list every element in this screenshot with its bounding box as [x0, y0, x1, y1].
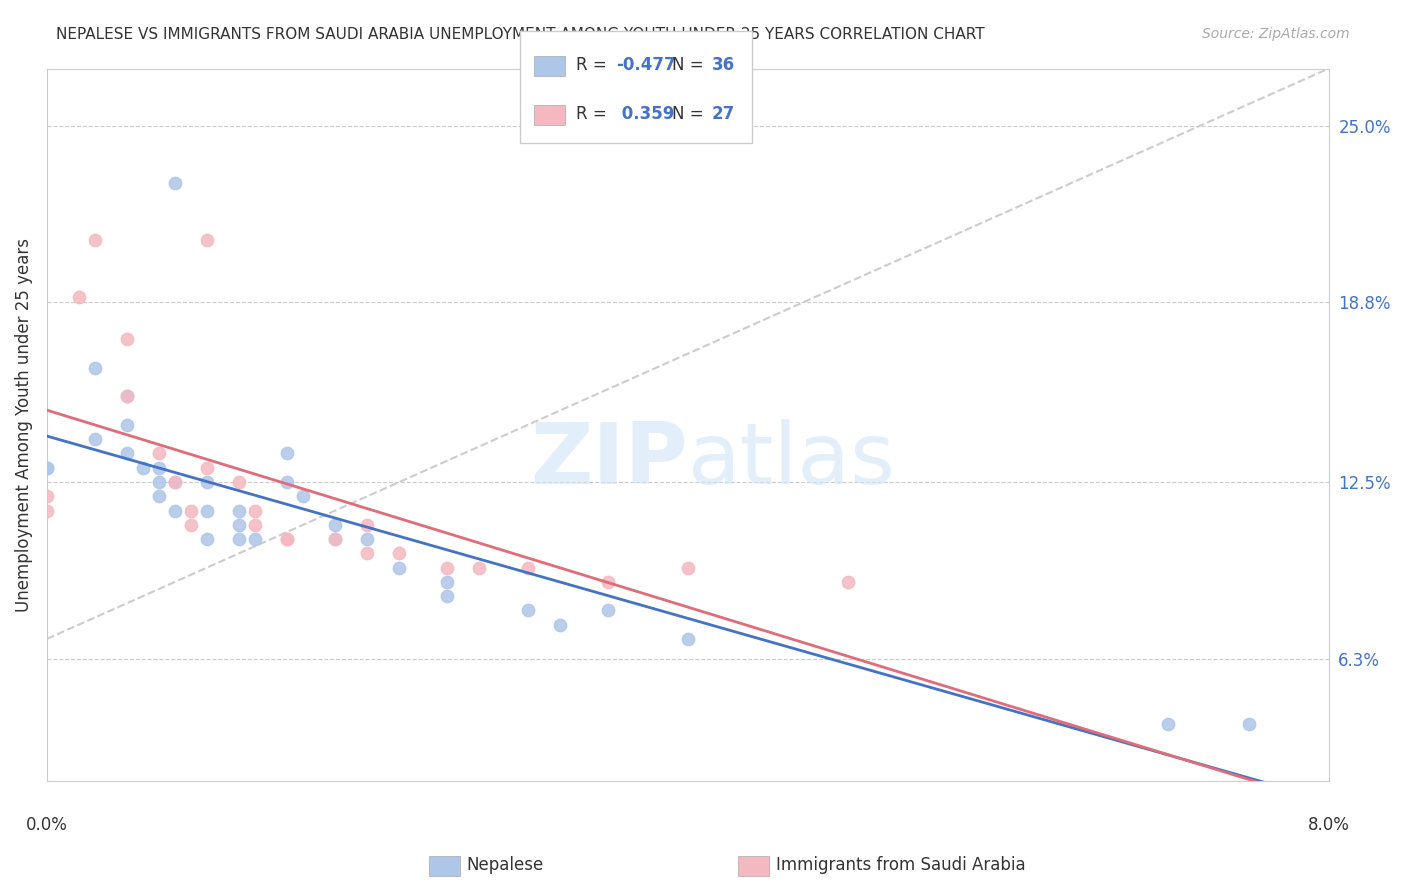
Point	[84, 233, 107, 247]
Point	[67, 290, 90, 304]
Point	[195, 460, 218, 475]
Point	[468, 560, 491, 574]
Point	[243, 503, 266, 517]
Point	[180, 517, 202, 532]
Text: 0.0%: 0.0%	[25, 815, 67, 834]
Text: R =: R =	[576, 56, 613, 74]
Point	[228, 532, 250, 546]
Text: Immigrants from Saudi Arabia: Immigrants from Saudi Arabia	[776, 856, 1026, 874]
Point	[243, 532, 266, 546]
Point	[356, 546, 378, 560]
Point	[436, 589, 458, 603]
Point	[165, 475, 187, 489]
Text: 36: 36	[711, 56, 734, 74]
Point	[148, 489, 170, 503]
Point	[115, 389, 138, 403]
Point	[35, 503, 58, 517]
Point	[195, 503, 218, 517]
Point	[323, 517, 346, 532]
Point	[676, 560, 699, 574]
Point	[132, 460, 155, 475]
Point	[548, 617, 571, 632]
Point	[356, 532, 378, 546]
Point	[596, 603, 619, 617]
Point	[837, 574, 859, 589]
Text: -0.477: -0.477	[616, 56, 675, 74]
Point	[292, 489, 315, 503]
Text: Source: ZipAtlas.com: Source: ZipAtlas.com	[1202, 27, 1350, 41]
Point	[516, 560, 538, 574]
Point	[195, 475, 218, 489]
Text: Nepalese: Nepalese	[467, 856, 544, 874]
Text: N =: N =	[672, 56, 709, 74]
Point	[323, 532, 346, 546]
Point	[388, 560, 411, 574]
Text: atlas: atlas	[688, 419, 896, 502]
Point	[356, 517, 378, 532]
Point	[84, 432, 107, 446]
Point	[276, 532, 298, 546]
Point	[35, 460, 58, 475]
Point	[516, 603, 538, 617]
Point	[35, 489, 58, 503]
Text: NEPALESE VS IMMIGRANTS FROM SAUDI ARABIA UNEMPLOYMENT AMONG YOUTH UNDER 25 YEARS: NEPALESE VS IMMIGRANTS FROM SAUDI ARABIA…	[56, 27, 984, 42]
Point	[1157, 717, 1180, 731]
Point	[115, 333, 138, 347]
Point	[115, 389, 138, 403]
Point	[436, 560, 458, 574]
Point	[243, 517, 266, 532]
Point	[84, 360, 107, 375]
Point	[276, 532, 298, 546]
Point	[165, 176, 187, 190]
Point	[165, 503, 187, 517]
Point	[676, 632, 699, 646]
Point	[228, 517, 250, 532]
Text: 27: 27	[711, 105, 735, 123]
Point	[228, 475, 250, 489]
Point	[228, 503, 250, 517]
Point	[165, 475, 187, 489]
Point	[276, 446, 298, 460]
Point	[388, 546, 411, 560]
Point	[276, 475, 298, 489]
Text: 0.359: 0.359	[616, 105, 675, 123]
Point	[115, 446, 138, 460]
Point	[148, 446, 170, 460]
Point	[148, 460, 170, 475]
Text: 8.0%: 8.0%	[1308, 815, 1350, 834]
Point	[115, 417, 138, 432]
Point	[596, 574, 619, 589]
Y-axis label: Unemployment Among Youth under 25 years: Unemployment Among Youth under 25 years	[15, 238, 32, 612]
Point	[195, 532, 218, 546]
Text: R =: R =	[576, 105, 613, 123]
Point	[1237, 717, 1260, 731]
Point	[436, 574, 458, 589]
Point	[195, 233, 218, 247]
Point	[35, 460, 58, 475]
Text: N =: N =	[672, 105, 709, 123]
Point	[180, 503, 202, 517]
Point	[323, 532, 346, 546]
Text: ZIP: ZIP	[530, 419, 688, 502]
Point	[148, 475, 170, 489]
